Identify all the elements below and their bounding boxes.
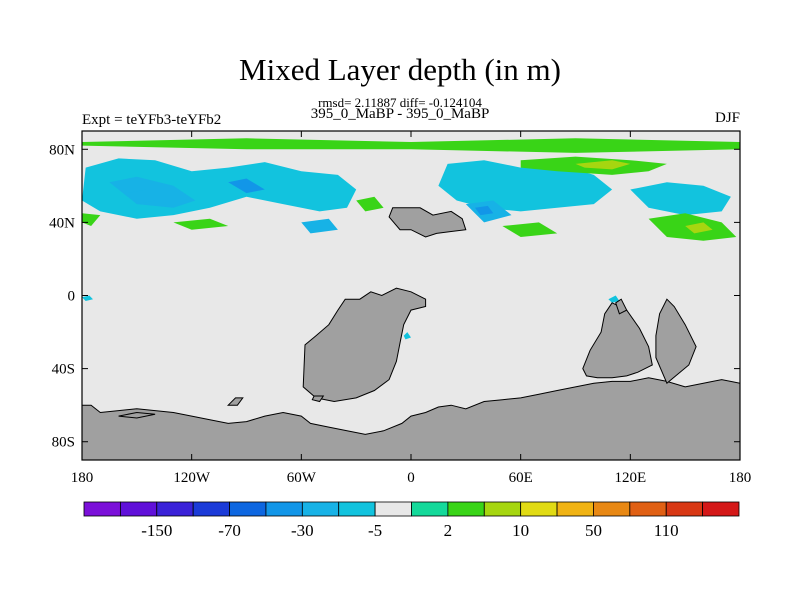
chart-title: Mixed Layer depth (in m) bbox=[239, 52, 561, 87]
land-mask bbox=[302, 287, 427, 403]
colorbar-label: -30 bbox=[291, 521, 314, 540]
anomaly-patch bbox=[356, 196, 384, 212]
colorbar-swatch bbox=[483, 501, 522, 517]
colorbar-label: -5 bbox=[368, 521, 382, 540]
colorbar-swatch bbox=[520, 501, 558, 517]
land-mask bbox=[311, 395, 325, 403]
colorbar-swatch bbox=[229, 501, 267, 517]
chart-subtitle: rmsd= 2.11887 diff= -0.124104 bbox=[318, 95, 482, 110]
anomaly-patch bbox=[475, 205, 494, 216]
x-tick-label: 180 bbox=[729, 470, 752, 486]
experiment-period-label: 395_0_MaBP - 395_0_MaBP bbox=[310, 106, 490, 122]
colorbar-label: 10 bbox=[512, 521, 529, 540]
anomaly-patch bbox=[127, 189, 156, 205]
land-mask bbox=[655, 298, 697, 385]
y-tick-label: 0 bbox=[68, 289, 76, 305]
colorbar: -150 -70 -30 -5 2 10 50 110 bbox=[83, 501, 740, 540]
colorbar-label: 2 bbox=[444, 521, 453, 540]
anomaly-patch bbox=[82, 138, 740, 153]
land-mask bbox=[388, 207, 467, 238]
colorbar-swatch bbox=[83, 501, 121, 517]
anomaly-patch bbox=[82, 295, 93, 301]
anomaly-patch bbox=[173, 218, 229, 230]
colorbar-swatch bbox=[556, 501, 594, 517]
colorbar-swatch bbox=[665, 501, 704, 517]
colorbar-swatch bbox=[192, 501, 230, 517]
anomaly-patch bbox=[109, 176, 196, 208]
anomaly-patch bbox=[301, 218, 338, 234]
y-tick-label: 40S bbox=[52, 362, 75, 378]
y-tick-label: 80S bbox=[52, 435, 75, 451]
anomaly-patch bbox=[403, 332, 411, 340]
anomaly-patch bbox=[685, 222, 713, 234]
map-axes: 180 120W 60W 0 60E 120E 180 80N 40N 0 40S 80S bbox=[49, 130, 752, 486]
colorbar-swatch bbox=[119, 501, 158, 517]
x-tick-label: 120E bbox=[614, 470, 646, 486]
x-tick-label: 60W bbox=[287, 470, 317, 486]
anomaly-patch bbox=[228, 178, 265, 194]
colorbar-swatch bbox=[265, 501, 303, 517]
colorbar-swatch bbox=[411, 501, 449, 517]
colorbar-swatch bbox=[338, 501, 376, 517]
anomaly-patch bbox=[438, 160, 613, 212]
land-mask bbox=[226, 397, 244, 406]
x-tick-label: 60E bbox=[509, 470, 533, 486]
anomaly-patch bbox=[608, 295, 620, 303]
colorbar-label: -70 bbox=[218, 521, 241, 540]
anomaly-patch bbox=[502, 222, 558, 237]
x-tick-label: 0 bbox=[407, 470, 415, 486]
colorbar-swatch bbox=[447, 501, 485, 517]
land-mask bbox=[118, 411, 156, 419]
land-mask bbox=[615, 298, 628, 315]
y-tick-label: 80N bbox=[49, 142, 75, 158]
y-tick-label: 40N bbox=[49, 215, 75, 231]
x-tick-label: 180 bbox=[71, 470, 94, 486]
x-tick-label: 120W bbox=[173, 470, 211, 486]
land-mask bbox=[82, 377, 740, 460]
colorbar-label: 110 bbox=[654, 521, 679, 540]
colorbar-label: -150 bbox=[141, 521, 172, 540]
colorbar-swatch bbox=[301, 501, 340, 517]
map-area bbox=[82, 131, 740, 460]
anomaly-patch bbox=[575, 160, 631, 170]
anomaly-patch bbox=[630, 182, 731, 216]
experiment-label: Expt = teYFb3-teYFb2 bbox=[82, 112, 222, 128]
colorbar-swatch bbox=[629, 501, 667, 517]
colorbar-swatch bbox=[374, 501, 412, 517]
land-mask bbox=[582, 302, 653, 379]
colorbar-swatch bbox=[593, 501, 631, 517]
colorbar-swatch bbox=[156, 501, 194, 517]
colorbar-swatch bbox=[702, 501, 740, 517]
colorbar-label: 50 bbox=[585, 521, 602, 540]
season-label: DJF bbox=[714, 110, 740, 126]
